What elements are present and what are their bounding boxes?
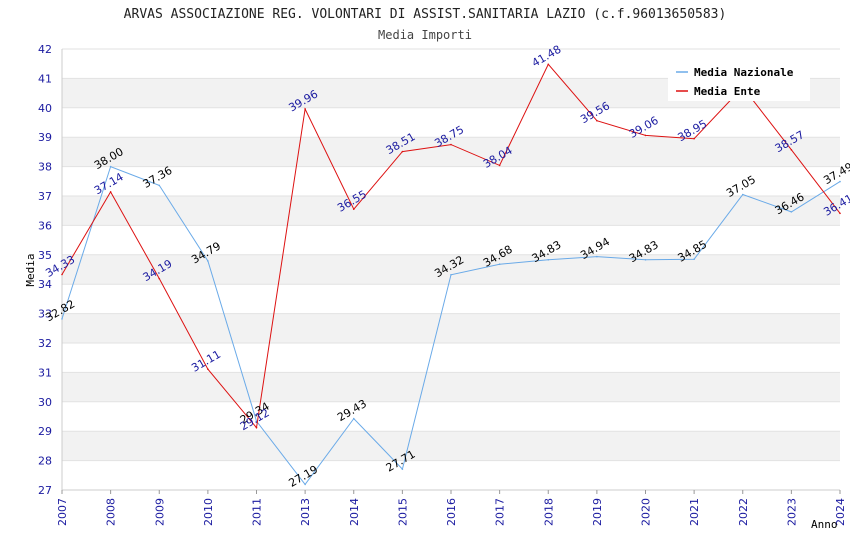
x-tick-label: 2017 bbox=[494, 498, 507, 526]
data-point bbox=[207, 368, 209, 370]
y-tick-label: 30 bbox=[38, 396, 52, 409]
data-point bbox=[644, 134, 647, 137]
data-point bbox=[352, 208, 355, 211]
x-tick-label: 2022 bbox=[737, 498, 750, 526]
data-point bbox=[158, 277, 161, 280]
y-tick-label: 31 bbox=[38, 366, 52, 379]
data-point bbox=[304, 483, 306, 486]
x-axis-label: Anno bbox=[811, 518, 838, 531]
y-tick-label: 42 bbox=[38, 43, 52, 56]
y-tick-label: 40 bbox=[38, 102, 52, 115]
y-tick-label: 27 bbox=[38, 484, 52, 497]
data-point bbox=[109, 191, 112, 193]
legend-box bbox=[668, 60, 810, 101]
y-tick-label: 38 bbox=[38, 161, 52, 174]
legend: Media Nazionale Media Ente bbox=[668, 60, 810, 101]
chart-title: ARVAS ASSOCIAZIONE REG. VOLONTARI DI ASS… bbox=[124, 7, 727, 22]
x-axis-ticks: 2007 2008 2009 2010 2011 2013 2014 2015 2016 2017… bbox=[56, 490, 847, 526]
x-tick-label: 2024 bbox=[834, 498, 847, 526]
x-tick-label: 2010 bbox=[202, 498, 215, 526]
x-tick-label: 2019 bbox=[591, 498, 604, 526]
x-tick-label: 2016 bbox=[445, 498, 458, 526]
legend-entry: Media Ente bbox=[694, 85, 761, 98]
y-tick-label: 28 bbox=[38, 455, 52, 468]
grid-band bbox=[62, 254, 840, 285]
grid-band bbox=[62, 107, 840, 138]
data-point bbox=[304, 108, 306, 110]
grid-band bbox=[62, 196, 840, 226]
data-point bbox=[401, 468, 404, 470]
grid-band bbox=[62, 431, 840, 461]
y-tick-label: 36 bbox=[38, 219, 52, 232]
grid-band bbox=[62, 460, 840, 490]
data-point bbox=[839, 180, 841, 183]
y-tick-label: 37 bbox=[38, 190, 52, 203]
x-tick-label: 2018 bbox=[542, 498, 555, 526]
grid-band bbox=[62, 372, 840, 402]
x-tick-label: 2013 bbox=[299, 498, 312, 526]
data-point bbox=[61, 273, 63, 276]
data-point bbox=[596, 119, 598, 122]
x-tick-label: 2020 bbox=[640, 498, 653, 526]
x-tick-label: 2023 bbox=[785, 498, 798, 526]
legend-entry: Media Nazionale bbox=[694, 66, 794, 79]
x-tick-label: 2008 bbox=[105, 498, 118, 526]
data-point bbox=[450, 143, 452, 146]
data-point bbox=[693, 137, 695, 140]
x-tick-label: 2015 bbox=[396, 498, 409, 526]
y-tick-label: 35 bbox=[38, 249, 52, 262]
y-tick-label: 29 bbox=[38, 425, 52, 438]
data-point bbox=[255, 426, 258, 429]
series-lines bbox=[61, 63, 841, 486]
y-axis-ticks: 27 28 29 30 31 32 33 34 35 36 37 38 39 40 41 42 bbox=[38, 43, 52, 497]
data-point bbox=[450, 273, 452, 276]
grid-band bbox=[62, 284, 840, 314]
data-point bbox=[498, 263, 501, 266]
y-tick-label: 33 bbox=[38, 308, 52, 321]
data-point bbox=[109, 165, 112, 168]
grid-band bbox=[62, 313, 840, 343]
data-point bbox=[693, 258, 695, 261]
grid-band bbox=[62, 137, 840, 167]
data-point bbox=[207, 260, 209, 262]
grid-band bbox=[62, 166, 840, 196]
x-tick-label: 2007 bbox=[56, 498, 69, 526]
y-tick-label: 39 bbox=[38, 131, 52, 144]
data-point bbox=[596, 255, 598, 258]
data-point bbox=[741, 193, 744, 196]
data-point bbox=[401, 150, 404, 153]
grid-band bbox=[62, 401, 840, 432]
y-axis-label: Media bbox=[24, 253, 37, 286]
data-point bbox=[255, 420, 258, 423]
chart-subtitle: Media Importi bbox=[378, 28, 472, 42]
data-point bbox=[352, 417, 355, 420]
y-tick-label: 32 bbox=[38, 337, 52, 350]
data-point bbox=[61, 318, 63, 320]
grid-band bbox=[62, 343, 840, 373]
y-tick-label: 34 bbox=[38, 278, 52, 291]
data-point bbox=[547, 63, 550, 66]
data-point bbox=[790, 149, 793, 151]
data-point bbox=[839, 212, 841, 215]
y-tick-label: 41 bbox=[38, 72, 52, 85]
x-tick-label: 2009 bbox=[153, 498, 166, 526]
plot-background bbox=[61, 48, 840, 491]
data-point bbox=[547, 258, 550, 261]
data-point bbox=[158, 184, 161, 187]
x-tick-label: 2014 bbox=[348, 498, 361, 526]
data-point bbox=[644, 258, 647, 261]
x-tick-label: 2011 bbox=[251, 498, 264, 526]
x-tick-label: 2021 bbox=[688, 498, 701, 526]
data-point bbox=[498, 164, 501, 167]
data-point bbox=[790, 211, 793, 213]
grid-band bbox=[62, 225, 840, 255]
